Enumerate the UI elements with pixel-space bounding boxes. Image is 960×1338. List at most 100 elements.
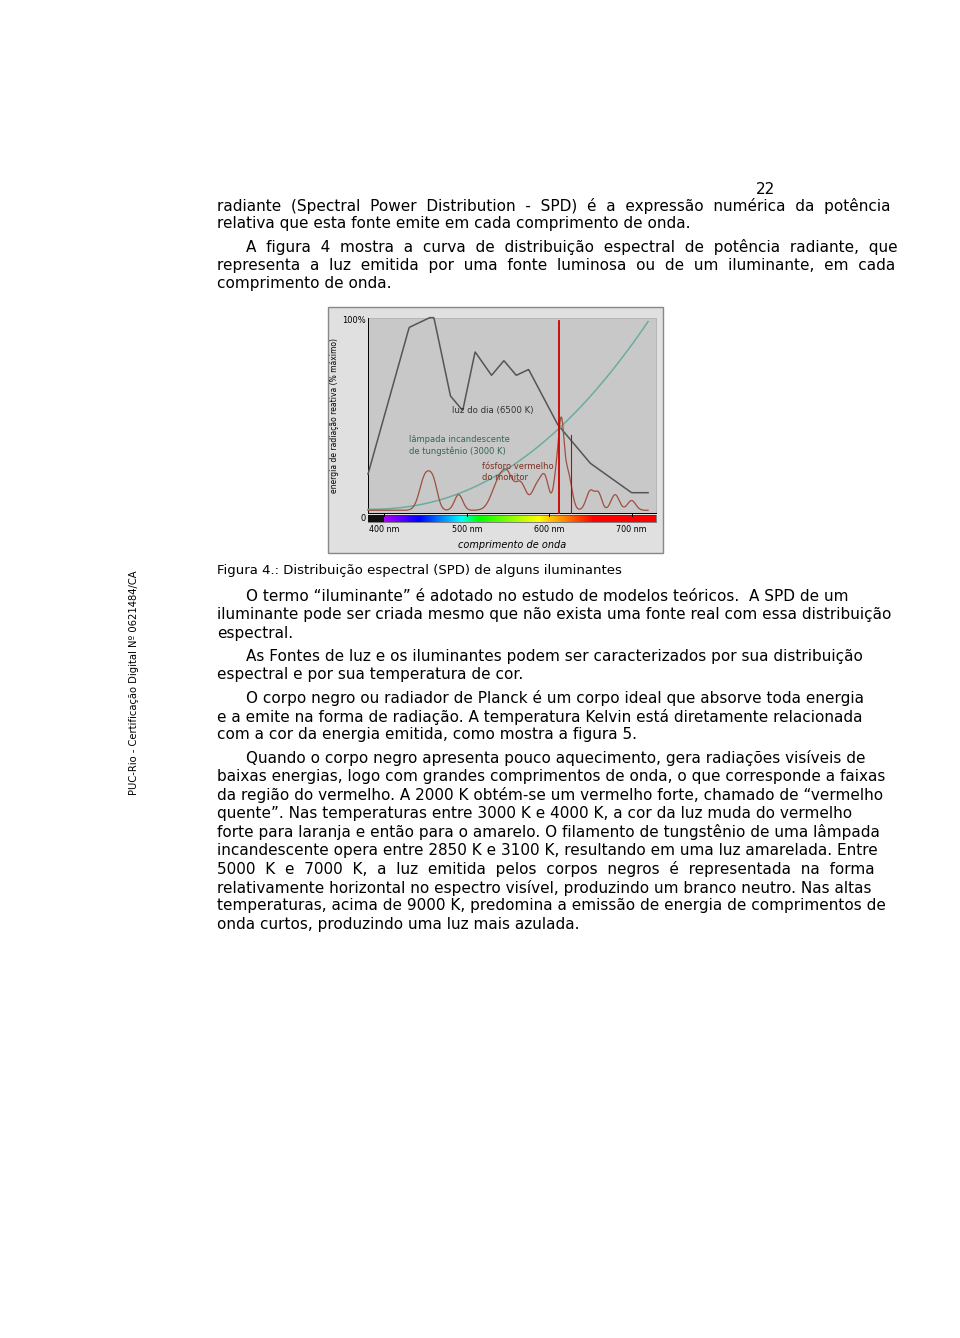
Bar xyxy=(568,515,569,522)
Bar xyxy=(607,515,608,522)
Bar xyxy=(444,515,445,522)
Bar xyxy=(398,515,399,522)
Bar xyxy=(586,515,587,522)
Bar xyxy=(547,515,548,522)
Bar xyxy=(447,515,448,522)
Bar xyxy=(502,515,503,522)
Bar xyxy=(427,515,428,522)
Bar xyxy=(403,515,405,522)
Bar xyxy=(515,515,516,522)
Text: O termo “iluminante” é adotado no estudo de modelos teóricos.  A SPD de um: O termo “iluminante” é adotado no estudo… xyxy=(247,589,849,603)
Bar xyxy=(567,515,568,522)
Text: luz do dia (6500 K): luz do dia (6500 K) xyxy=(452,405,534,415)
Bar xyxy=(420,515,421,522)
Bar xyxy=(462,515,463,522)
Bar xyxy=(377,515,378,522)
Bar xyxy=(413,515,414,522)
Bar xyxy=(416,515,417,522)
Bar xyxy=(652,515,653,522)
Bar xyxy=(615,515,616,522)
Bar xyxy=(473,515,474,522)
Bar xyxy=(488,515,489,522)
Bar xyxy=(496,515,497,522)
Bar xyxy=(523,515,524,522)
Bar xyxy=(520,515,521,522)
Bar xyxy=(422,515,423,522)
Bar xyxy=(588,515,589,522)
Bar xyxy=(558,515,559,522)
Bar xyxy=(375,515,376,522)
Bar xyxy=(514,515,515,522)
Bar xyxy=(487,515,488,522)
Bar xyxy=(611,515,612,522)
Bar xyxy=(595,515,596,522)
Bar xyxy=(432,515,433,522)
Bar xyxy=(471,515,472,522)
Bar xyxy=(612,515,613,522)
Text: temperaturas, acima de 9000 K, predomina a emissão de energia de comprimentos de: temperaturas, acima de 9000 K, predomina… xyxy=(217,898,886,914)
Bar xyxy=(384,515,385,522)
FancyBboxPatch shape xyxy=(327,306,662,553)
Bar xyxy=(376,515,377,522)
Bar xyxy=(517,515,518,522)
Bar xyxy=(521,515,522,522)
Bar xyxy=(544,515,545,522)
Bar xyxy=(629,515,630,522)
Bar xyxy=(654,515,655,522)
Bar xyxy=(614,515,615,522)
Bar xyxy=(585,515,586,522)
Bar xyxy=(581,515,582,522)
Bar xyxy=(419,515,420,522)
Bar xyxy=(417,515,418,522)
Bar xyxy=(640,515,641,522)
Bar xyxy=(582,515,583,522)
Bar xyxy=(655,515,656,522)
Bar xyxy=(368,515,369,522)
Bar xyxy=(445,515,446,522)
Bar xyxy=(519,515,520,522)
Bar xyxy=(433,515,434,522)
Bar xyxy=(396,515,397,522)
Bar xyxy=(412,515,413,522)
Bar xyxy=(485,515,486,522)
Bar xyxy=(441,515,442,522)
Bar xyxy=(465,515,466,522)
Bar xyxy=(606,515,607,522)
Bar xyxy=(373,515,374,522)
Bar xyxy=(627,515,628,522)
Bar xyxy=(518,515,519,522)
Bar xyxy=(399,515,400,522)
Bar xyxy=(393,515,394,522)
Bar xyxy=(469,515,470,522)
Bar xyxy=(442,515,443,522)
Bar xyxy=(622,515,623,522)
Text: relativa que esta fonte emite em cada comprimento de onda.: relativa que esta fonte emite em cada co… xyxy=(217,215,690,231)
Bar xyxy=(648,515,649,522)
Bar xyxy=(500,515,501,522)
Text: comprimento de onda: comprimento de onda xyxy=(458,541,566,550)
Bar xyxy=(476,515,477,522)
Bar xyxy=(474,515,475,522)
Bar xyxy=(528,515,529,522)
Text: com a cor da energia emitida, como mostra a figura 5.: com a cor da energia emitida, como mostr… xyxy=(217,728,636,743)
Text: iluminante pode ser criada mesmo que não exista uma fonte real com essa distribu: iluminante pode ser criada mesmo que não… xyxy=(217,607,891,622)
Bar xyxy=(439,515,440,522)
Bar xyxy=(472,515,473,522)
Bar xyxy=(395,515,396,522)
Bar xyxy=(449,515,450,522)
Bar xyxy=(530,515,531,522)
Text: 5000  K  e  7000  K,  a  luz  emitida  pelos  corpos  negros  é  representada  n: 5000 K e 7000 K, a luz emitida pelos cor… xyxy=(217,862,875,878)
Bar xyxy=(545,515,546,522)
Bar xyxy=(374,515,375,522)
Bar xyxy=(426,515,427,522)
Bar xyxy=(503,515,504,522)
Bar xyxy=(574,515,575,522)
Bar xyxy=(526,515,527,522)
Bar xyxy=(651,515,652,522)
Bar xyxy=(459,515,460,522)
Bar xyxy=(381,515,382,522)
Bar xyxy=(583,515,584,522)
Bar xyxy=(646,515,647,522)
Bar xyxy=(616,515,617,522)
Bar xyxy=(370,515,371,522)
